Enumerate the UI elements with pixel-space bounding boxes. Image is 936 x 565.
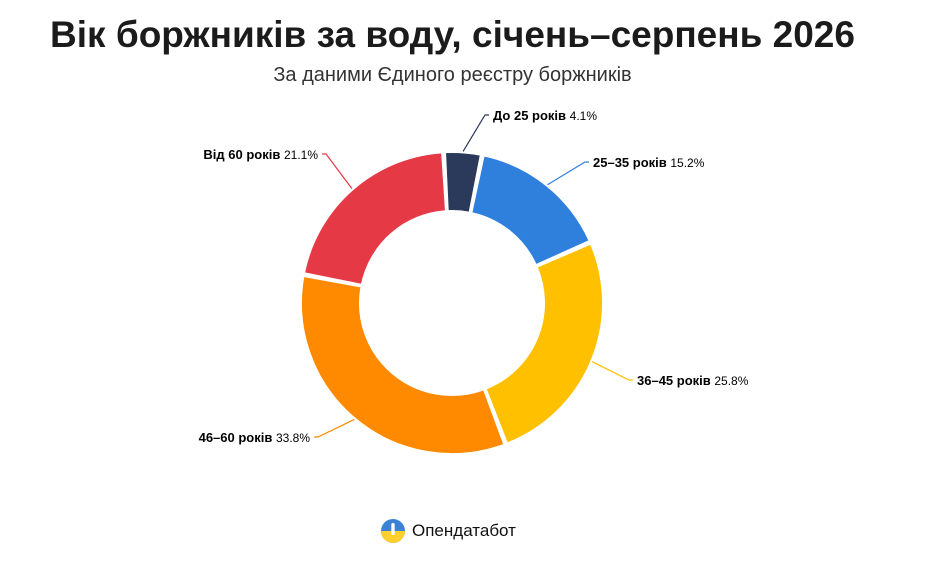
donut-slice	[484, 242, 604, 445]
slice-name: 46–60 років	[199, 430, 276, 445]
donut-slice	[444, 151, 482, 214]
slice-label: Від 60 років 21.1%	[203, 147, 318, 162]
chart-subtitle: За даними Єдиного реєстру боржників	[273, 64, 632, 86]
slice-value: 15.2%	[670, 156, 704, 170]
slice-label: 46–60 років 33.8%	[199, 430, 311, 445]
slice-name: До 25 років	[493, 108, 570, 123]
slice-value: 33.8%	[276, 431, 310, 445]
slice-value: 25.8%	[714, 374, 748, 388]
leader-line	[462, 114, 489, 152]
slice-name: Від 60 років	[203, 147, 284, 162]
slice-value: 21.1%	[284, 148, 318, 162]
slice-label: 25–35 років 15.2%	[593, 155, 705, 170]
leader-line	[322, 153, 353, 189]
opendatabot-logo-icon	[381, 519, 405, 543]
slice-label: 36–45 років 25.8%	[637, 373, 749, 388]
chart-title: Вік боржників за воду, січень–серпень 20…	[50, 14, 855, 55]
donut-slice	[302, 151, 447, 286]
slice-label: До 25 років 4.1%	[493, 108, 597, 123]
leader-line	[547, 161, 589, 186]
slice-value: 4.1%	[570, 109, 598, 123]
slice-name: 25–35 років	[593, 155, 670, 170]
donut-slice	[470, 154, 591, 267]
donut-slice	[300, 275, 506, 455]
brand-logo: Опендатабот	[380, 518, 516, 544]
leader-line	[314, 418, 355, 438]
slice-name: 36–45 років	[637, 373, 714, 388]
brand-name: Опендатабот	[412, 521, 516, 540]
leader-line	[591, 361, 633, 381]
